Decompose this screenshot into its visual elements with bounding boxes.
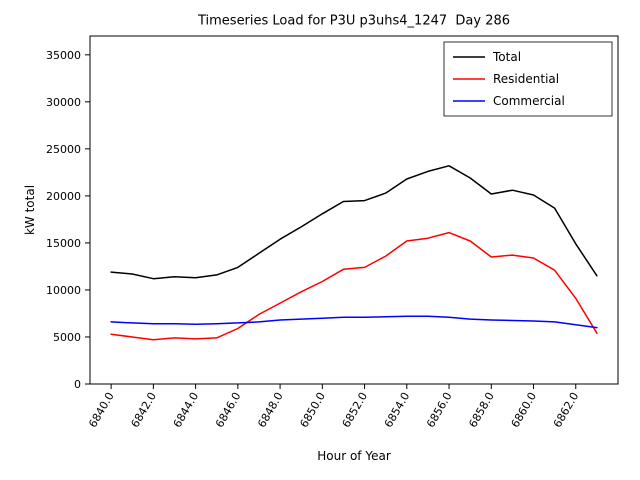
x-tick-label: 6846.0 xyxy=(213,390,244,430)
y-tick-label: 0 xyxy=(74,378,81,391)
legend-label-commercial: Commercial xyxy=(493,94,565,108)
x-tick-label: 6850.0 xyxy=(297,390,328,430)
y-tick-label: 15000 xyxy=(46,237,81,250)
legend-label-residential: Residential xyxy=(493,72,559,86)
x-tick-label: 6858.0 xyxy=(466,390,497,430)
x-tick-label: 6844.0 xyxy=(171,390,202,430)
x-tick-label: 6856.0 xyxy=(424,390,455,430)
x-tick-label: 6862.0 xyxy=(551,390,582,430)
y-tick-label: 5000 xyxy=(53,331,81,344)
x-tick-label: 6842.0 xyxy=(128,390,159,430)
x-tick-label: 6860.0 xyxy=(509,390,540,430)
chart-title: Timeseries Load for P3U p3uhs4_1247 Day … xyxy=(197,13,511,29)
x-tick-label: 6848.0 xyxy=(255,390,286,430)
y-tick-label: 35000 xyxy=(46,49,81,62)
plot-area xyxy=(89,35,619,385)
y-tick-label: 30000 xyxy=(46,96,81,109)
series-commercial-line xyxy=(110,315,598,329)
y-tick-label: 25000 xyxy=(46,143,81,156)
series-total-line xyxy=(110,165,598,280)
x-tick-label: 6852.0 xyxy=(340,390,371,430)
x-tick-label: 6854.0 xyxy=(382,390,413,430)
x-tick-label: 6840.0 xyxy=(86,390,117,430)
x-axis-label: Hour of Year xyxy=(317,449,391,463)
legend-label-total: Total xyxy=(492,50,521,64)
series-residential-line xyxy=(110,231,598,341)
y-tick-label: 20000 xyxy=(46,190,81,203)
y-tick-label: 10000 xyxy=(46,284,81,297)
